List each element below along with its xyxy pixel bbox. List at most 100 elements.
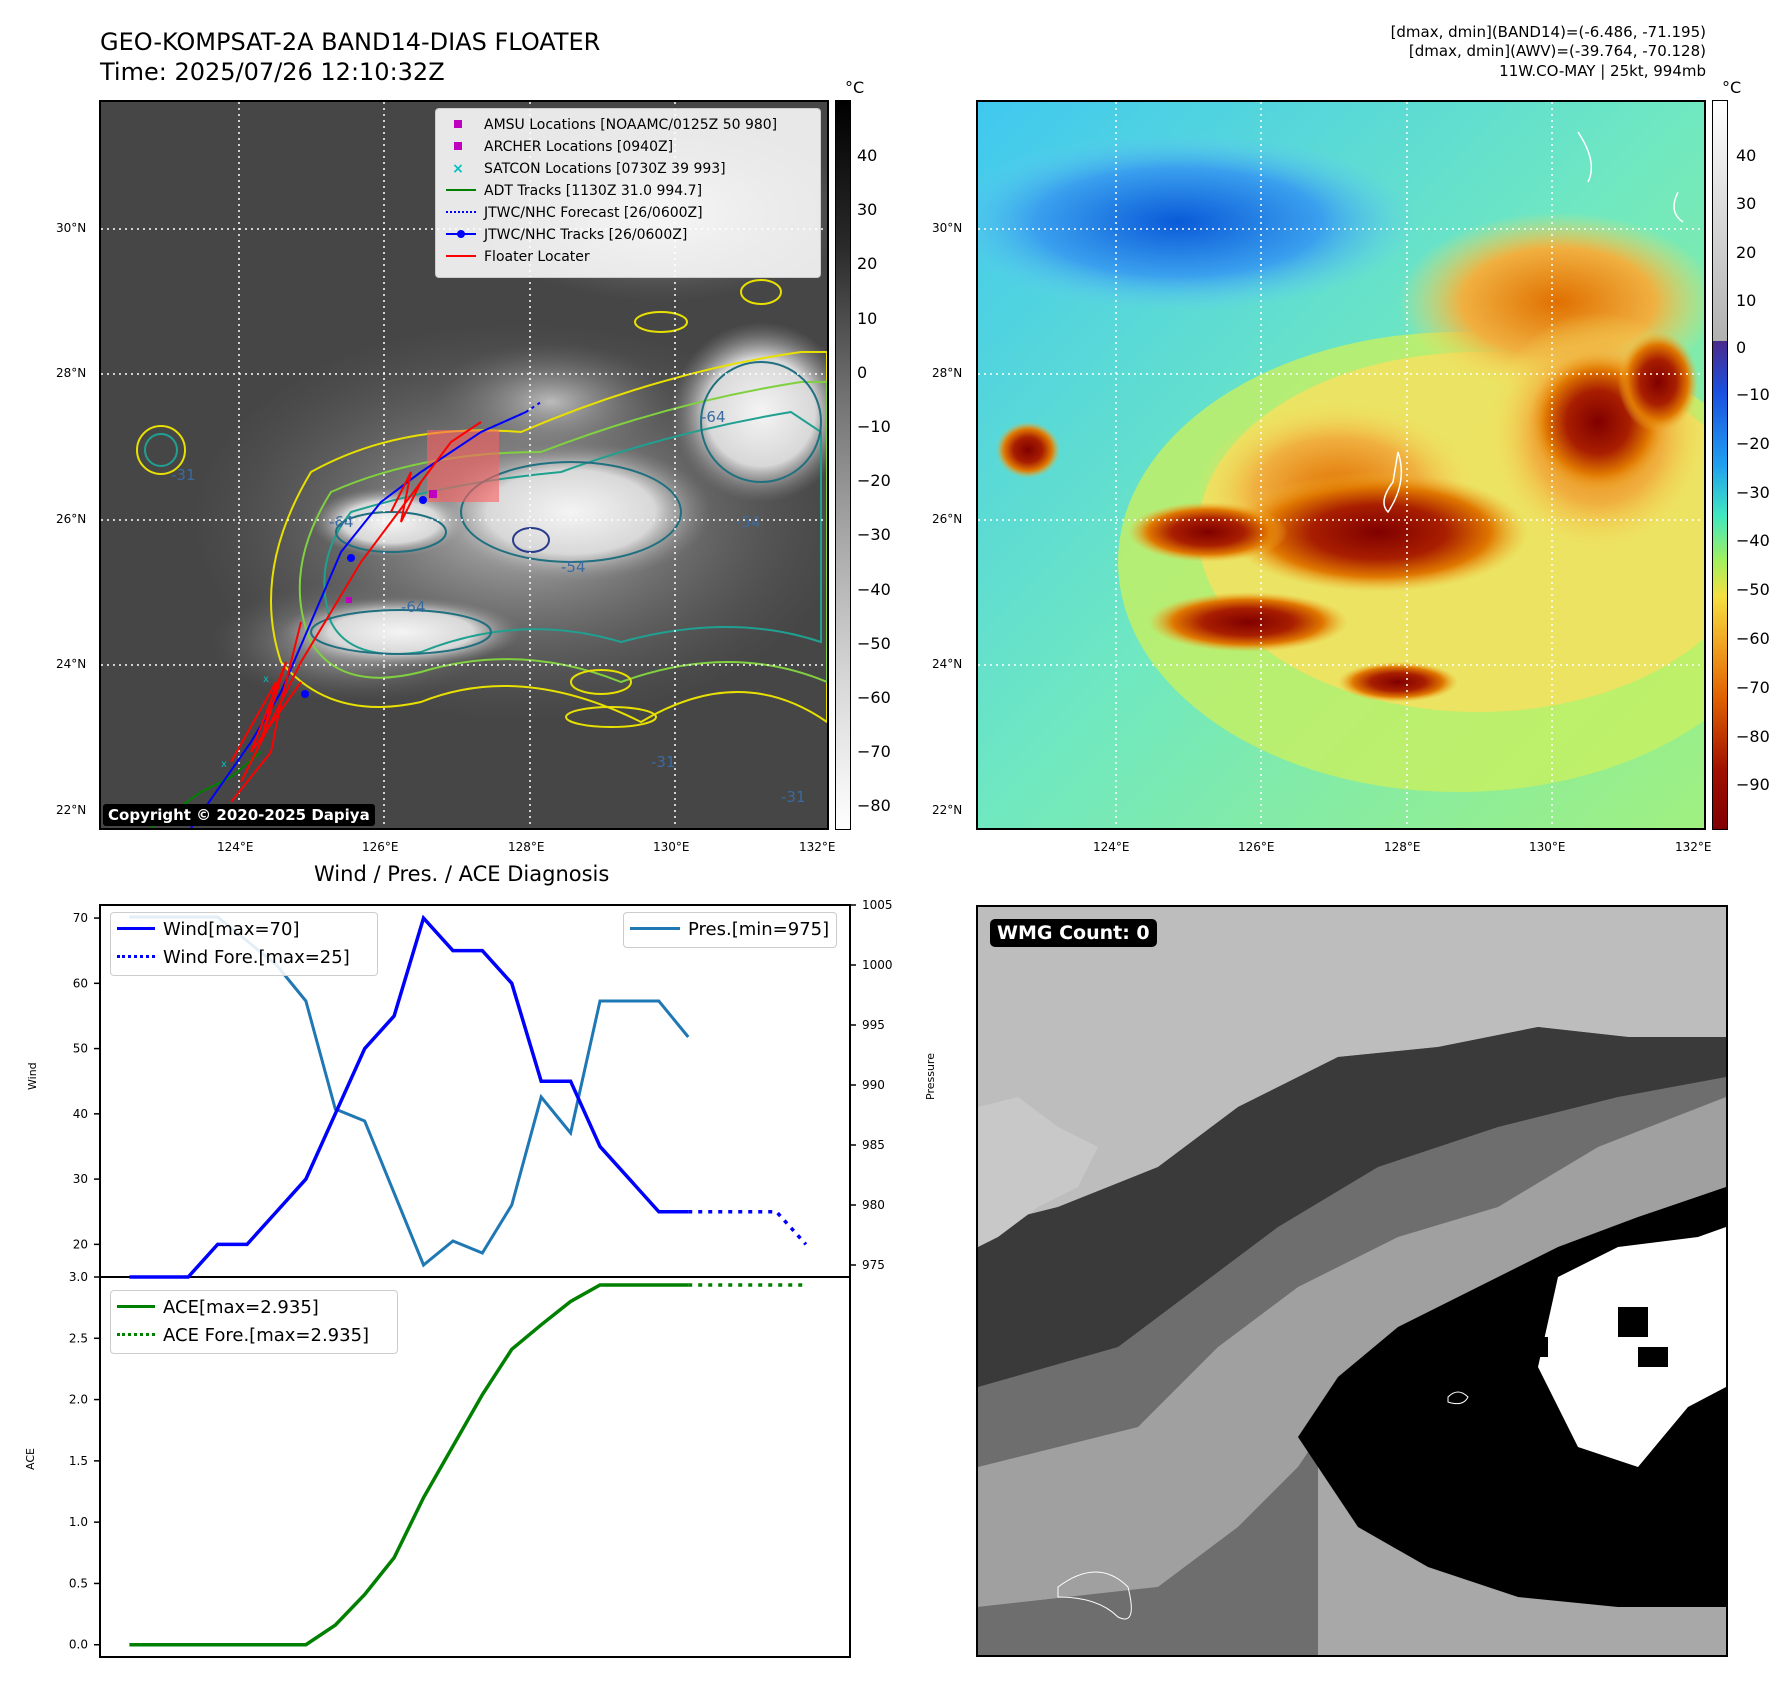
pressure-axis-label: Pressure — [924, 1053, 937, 1100]
lat-label: 30°N — [932, 221, 963, 235]
pressure-tick-label: 1005 — [862, 898, 893, 912]
contour-label: -54 — [736, 513, 761, 531]
dotted-line-icon — [446, 211, 476, 213]
colorbar-tick-label: −60 — [1736, 629, 1770, 648]
series-line-wind-fore-max- — [688, 1209, 808, 1246]
line-marker-icon — [117, 927, 155, 930]
colorbar-unit: °C — [1722, 78, 1742, 97]
colorbar-tick-label: 0 — [1736, 338, 1747, 357]
y-tick-label: 2.0 — [69, 1393, 88, 1407]
colorbar-tick-label: −10 — [1736, 385, 1770, 404]
diagnosis-title: Wind / Pres. / ACE Diagnosis — [314, 862, 610, 886]
colorbar-tick-label: 20 — [857, 254, 878, 274]
lon-label: 128°E — [1384, 840, 1421, 854]
colorbar-tick-label: −90 — [1736, 775, 1770, 795]
legend-entry-adt: ADT Tracks [1130Z 31.0 994.7] — [446, 183, 702, 199]
colorbar-unit: °C — [845, 78, 865, 97]
legend-wind: Wind[max=70] — [117, 919, 300, 940]
contour-label: -64 — [329, 513, 354, 531]
colorbar-tick-label: −50 — [1736, 580, 1770, 600]
colorbar-tick-label: −20 — [857, 471, 891, 491]
legend-pres: Pres.[min=975] — [630, 919, 829, 940]
colorbar-tick-label: 20 — [1736, 243, 1757, 262]
info-line-2: [dmax, dmin](AWV)=(-39.764, -70.128) — [1408, 42, 1706, 60]
pressure-tick-label: 975 — [862, 1258, 885, 1272]
legend-ace-fore: ACE Fore.[max=2.935] — [117, 1325, 369, 1346]
colorbar-tick-label: −40 — [857, 579, 891, 599]
colorbar-grayscale — [835, 100, 851, 830]
info-line-3: 11W.CO-MAY | 25kt, 994mb — [1499, 62, 1706, 80]
wmg-count-badge: WMG Count: 0 — [990, 919, 1157, 947]
map-legend: AMSU Locations [NOAAMC/0125Z 50 980] ARC… — [435, 108, 821, 278]
pressure-tick-label: 1000 — [862, 958, 893, 972]
line-marker-icon — [446, 189, 476, 191]
colorbar-tick-label: −10 — [857, 417, 891, 436]
figure-title-line1: GEO-KOMPSAT-2A BAND14-DIAS FLOATER — [100, 28, 601, 56]
legend-entry-tracks: JTWC/NHC Tracks [26/0600Z] — [446, 227, 687, 243]
legend-ace: ACE[max=2.935] — [117, 1297, 319, 1318]
copyright-badge: Copyright © 2020-2025 Dapiya — [103, 804, 375, 826]
pressure-legend: Pres.[min=975] — [623, 912, 837, 948]
lat-label: 22°N — [932, 803, 963, 817]
colorbar-tick-label: 30 — [857, 200, 878, 220]
colorbar-tick-label: 10 — [857, 308, 878, 328]
lon-label: 130°E — [1529, 840, 1566, 854]
lon-label: 132°E — [799, 840, 836, 854]
y-tick-label: 0.0 — [69, 1638, 88, 1652]
y-tick-label: 1.5 — [69, 1454, 88, 1468]
lat-label: 22°N — [56, 803, 87, 817]
wmg-image — [978, 907, 1726, 1655]
line-marker-icon — [630, 927, 680, 930]
wmg-panel: WMG Count: 0 — [976, 905, 1728, 1657]
lat-label: 24°N — [932, 657, 963, 671]
colorbar-tick-label: −20 — [1736, 433, 1770, 453]
contour-label: -64 — [401, 598, 426, 616]
lat-label: 30°N — [56, 221, 87, 235]
colorbar-tick-label: −70 — [1736, 677, 1770, 697]
lon-label: 124°E — [1093, 840, 1130, 854]
square-marker-icon — [454, 120, 462, 128]
legend-entry-floater: Floater Locater — [446, 249, 590, 265]
line-marker-icon — [446, 255, 476, 257]
lon-label: 124°E — [217, 840, 254, 854]
ace-legend: ACE[max=2.935] ACE Fore.[max=2.935] — [110, 1290, 398, 1354]
dotted-line-icon — [117, 1333, 155, 1336]
figure-title-line2: Time: 2025/07/26 12:10:32Z — [100, 58, 445, 86]
pressure-tick-label: 980 — [862, 1198, 885, 1212]
info-line-1: [dmax, dmin](BAND14)=(-6.486, -71.195) — [1390, 23, 1706, 41]
lon-label: 130°E — [653, 840, 690, 854]
lon-label: 132°E — [1675, 840, 1712, 854]
series-line-ace-max- — [129, 1283, 689, 1647]
lat-label: 26°N — [932, 512, 963, 526]
legend-entry-archer: ARCHER Locations [0940Z] — [446, 139, 673, 155]
y-tick-label: 30 — [73, 1172, 88, 1186]
colorbar-tick-label: −60 — [857, 688, 891, 707]
colorbar-tick-label: 40 — [1736, 146, 1757, 165]
ir-satellite-panel: -64 -54 -31 -64 -54 -64 -31 -31 — [99, 100, 829, 830]
y-tick-label: 3.0 — [69, 1270, 88, 1284]
y-tick-label: 0.5 — [69, 1576, 88, 1590]
contour-label: -31 — [171, 466, 196, 484]
diagnosis-chart: 70 60 50 40 30 20 1005 1000 995 990 985 980 975 3.0 2.… — [69, 898, 893, 1658]
y-tick-label: 50 — [73, 1042, 88, 1056]
legend-wind-fore: Wind Fore.[max=25] — [117, 947, 350, 968]
colorbar-tick-label: −40 — [1736, 531, 1770, 551]
svg-text:x: x — [263, 674, 269, 685]
pressure-tick-label: 985 — [862, 1138, 885, 1152]
wind-axis-label: Wind — [26, 1062, 39, 1090]
dotted-line-icon — [117, 955, 155, 958]
awv-panel — [976, 100, 1706, 830]
y-tick-label: 1.0 — [69, 1515, 88, 1529]
square-marker-icon — [454, 142, 462, 150]
colorbar-tick-label: 40 — [857, 146, 878, 165]
y-tick-label: 40 — [73, 1107, 88, 1121]
colorbar-tick-label: 0 — [857, 362, 868, 382]
colorbar-awv — [1712, 100, 1728, 830]
lat-label: 28°N — [56, 366, 87, 380]
contour-label: -31 — [781, 788, 806, 806]
line-dot-marker-icon — [446, 230, 476, 238]
colorbar-tick-label: −30 — [1736, 482, 1770, 502]
x-marker-icon: × — [452, 161, 464, 177]
line-marker-icon — [117, 1305, 155, 1308]
lat-label: 24°N — [56, 657, 87, 671]
